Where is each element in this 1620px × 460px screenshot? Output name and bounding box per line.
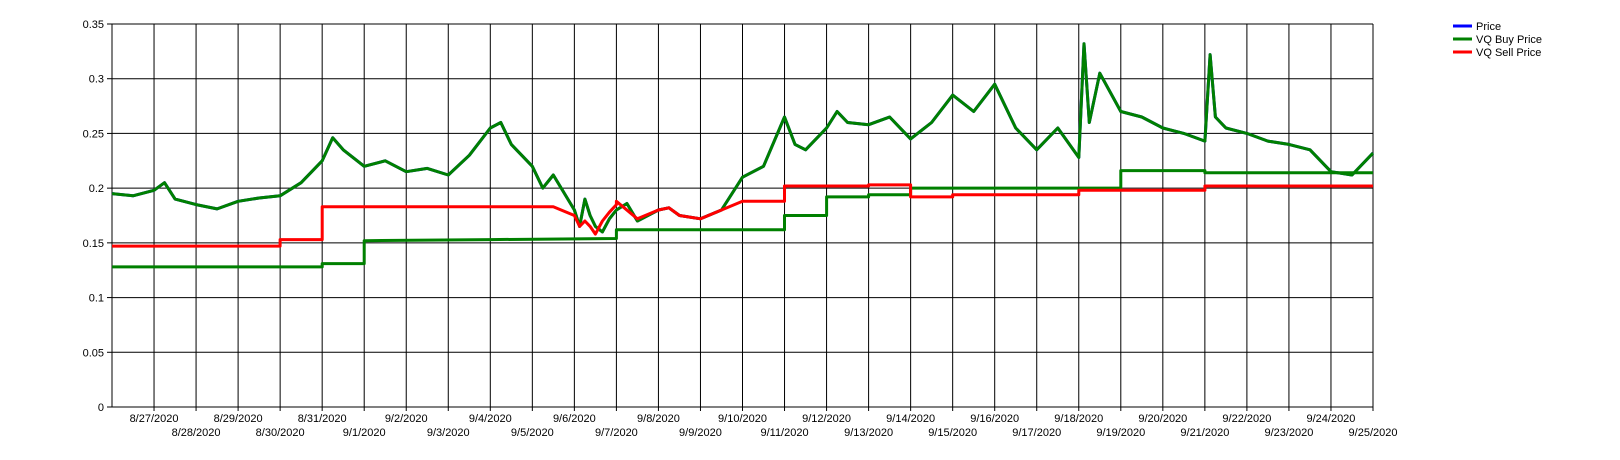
x-tick-label: 9/25/2020 — [1349, 427, 1398, 439]
x-tick-label: 9/4/2020 — [469, 413, 512, 425]
x-tick-label: 9/2/2020 — [385, 413, 428, 425]
x-tick-label: 8/30/2020 — [256, 427, 305, 439]
x-tick-label: 9/1/2020 — [343, 427, 386, 439]
x-tick-label: 9/11/2020 — [760, 427, 808, 439]
x-tick-label: 9/15/2020 — [928, 427, 977, 439]
x-tick-label: 9/16/2020 — [970, 413, 1019, 425]
x-tick-label: 9/5/2020 — [511, 427, 554, 439]
x-tick-label: 9/9/2020 — [679, 427, 722, 439]
x-tick-label: 9/14/2020 — [886, 413, 935, 425]
x-tick-label: 9/18/2020 — [1054, 413, 1103, 425]
x-tick-label: 9/12/2020 — [802, 413, 851, 425]
x-tick-label: 9/10/2020 — [718, 413, 767, 425]
y-axis-tick-labels: 0 0.05 0.1 0.15 0.2 0.25 0.3 0.35 — [83, 19, 104, 414]
x-tick-label: 9/7/2020 — [595, 427, 638, 439]
x-tick-label: 9/23/2020 — [1264, 427, 1313, 439]
x-tick-label: 9/6/2020 — [553, 413, 596, 425]
y-tick-label: 0.2 — [89, 183, 104, 195]
x-tick-label: 9/8/2020 — [637, 413, 680, 425]
x-tick-label: 9/13/2020 — [844, 427, 893, 439]
x-tick-label: 9/17/2020 — [1012, 427, 1061, 439]
x-tick-label: 9/21/2020 — [1180, 427, 1229, 439]
legend-label: Price — [1476, 21, 1501, 33]
x-tick-label: 8/28/2020 — [172, 427, 221, 439]
y-tick-label: 0 — [98, 402, 104, 414]
x-tick-label: 8/31/2020 — [298, 413, 347, 425]
x-tick-label: 9/3/2020 — [427, 427, 470, 439]
x-tick-label: 8/27/2020 — [130, 413, 179, 425]
x-axis-tick-labels: 8/27/2020 8/28/2020 8/29/2020 8/30/2020 8/31… — [130, 413, 1398, 439]
legend-label: VQ Sell Price — [1476, 47, 1541, 59]
x-tick-label: 9/19/2020 — [1096, 427, 1145, 439]
y-tick-label: 0.3 — [89, 74, 104, 86]
x-tick-label: 8/29/2020 — [214, 413, 263, 425]
y-tick-label: 0.25 — [83, 128, 104, 140]
y-tick-label: 0.35 — [83, 19, 104, 31]
x-tick-label: 9/24/2020 — [1306, 413, 1355, 425]
x-tick-label: 9/22/2020 — [1222, 413, 1271, 425]
legend-label: VQ Buy Price — [1476, 34, 1542, 46]
chart-axes — [107, 23, 1374, 411]
series-layer — [111, 42, 1375, 269]
series-line-vq-sell-price — [112, 183, 1373, 248]
y-tick-label: 0.15 — [83, 238, 104, 250]
y-tick-label: 0.1 — [89, 293, 104, 305]
series-line-vq-buy-price — [112, 169, 1373, 269]
x-tick-label: 9/20/2020 — [1138, 413, 1187, 425]
chart-grid — [112, 23, 1374, 408]
y-tick-label: 0.05 — [83, 347, 104, 359]
